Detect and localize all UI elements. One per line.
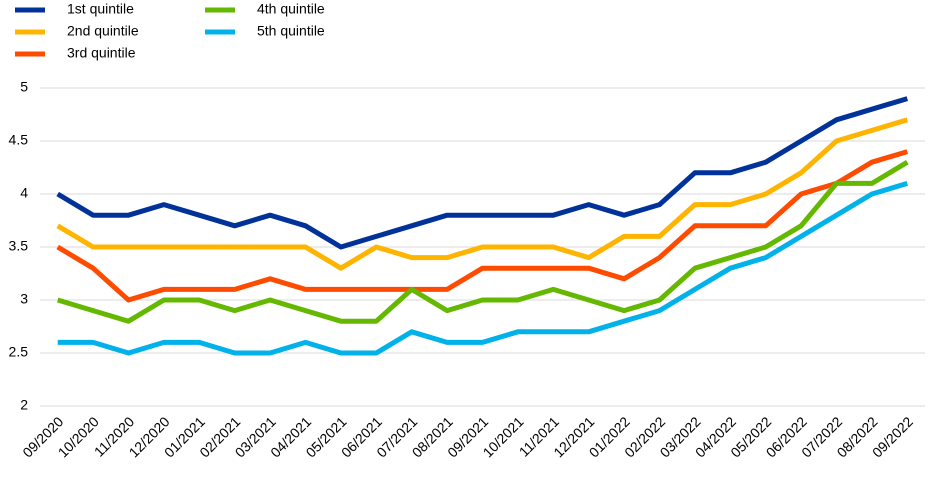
legend-label: 2nd quintile: [67, 23, 139, 39]
y-tick-label: 4: [20, 185, 28, 201]
legend-label: 3rd quintile: [67, 45, 136, 61]
series-line: [56, 160, 909, 324]
y-tick-label: 3: [20, 291, 28, 307]
legend-label: 1st quintile: [67, 1, 134, 17]
y-tick-label: 2.5: [9, 344, 29, 360]
series-line: [56, 149, 909, 303]
y-tick-label: 5: [20, 79, 28, 95]
series-line: [56, 96, 909, 250]
y-tick-label: 4.5: [9, 132, 29, 148]
legend-label: 5th quintile: [257, 23, 325, 39]
legend-label: 4th quintile: [257, 1, 325, 17]
y-tick-label: 2: [20, 397, 28, 413]
series-line: [56, 117, 909, 271]
series-line: [57, 181, 909, 356]
y-tick-label: 3.5: [9, 238, 29, 254]
